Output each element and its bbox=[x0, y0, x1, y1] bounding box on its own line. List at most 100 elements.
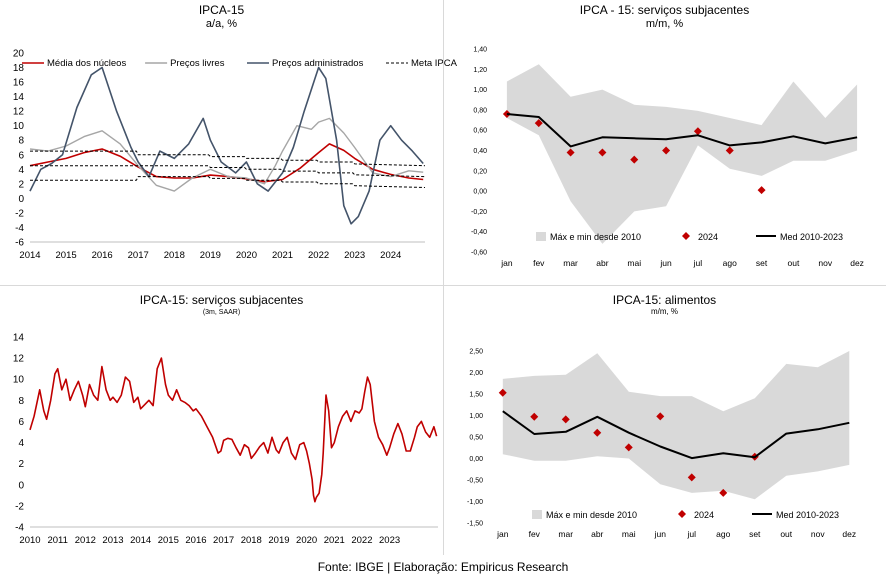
x-tick-label: 2010 bbox=[19, 535, 40, 546]
x-tick-label: abr bbox=[591, 529, 603, 539]
y-tick-label: 0 bbox=[18, 480, 24, 491]
x-tick-label: 2023 bbox=[344, 250, 365, 261]
y-tick-label: 0,50 bbox=[469, 435, 483, 442]
median-line bbox=[506, 113, 858, 148]
legend-swatch bbox=[536, 232, 546, 241]
x-tick-label: out bbox=[780, 529, 792, 539]
divider-horizontal bbox=[0, 285, 886, 286]
x-tick-label: 2011 bbox=[47, 535, 67, 546]
series-line-1 bbox=[29, 117, 424, 192]
chart-subtitle: a/a, % bbox=[205, 18, 238, 30]
point-2024 bbox=[561, 415, 570, 424]
y-tick-label: 0,60 bbox=[473, 128, 487, 135]
point-2024 bbox=[593, 428, 602, 437]
legend-label: Meta IPCA bbox=[411, 58, 458, 69]
legend-label: Preços administrados bbox=[272, 58, 364, 69]
y-tick-label: 8 bbox=[18, 396, 24, 407]
x-tick-label: jan bbox=[500, 258, 513, 268]
x-tick-label: 2018 bbox=[164, 250, 185, 261]
chart-canvas: -0,60 -0,40 -0,20 0,00 0,20 0,40 0,60 0,80 1,00 1… bbox=[471, 47, 864, 269]
x-tick-label: 2016 bbox=[185, 535, 206, 546]
chart-subtitle: (3m, SAAR) bbox=[202, 309, 241, 316]
chart-title: IPCA-15: serviços subjacentes bbox=[139, 293, 304, 307]
y-tick-label: 10 bbox=[13, 121, 25, 132]
x-tick-label: jul bbox=[686, 529, 696, 539]
x-tick-label: 2024 bbox=[380, 250, 401, 261]
y-tick-label: -2 bbox=[15, 208, 24, 219]
y-tick-label: 12 bbox=[13, 354, 25, 365]
x-tick-label: 2013 bbox=[102, 535, 123, 546]
chart-services-saar: IPCA-15: serviços subjacentes (3m, SAAR)… bbox=[0, 285, 443, 555]
x-tick-label: jun bbox=[654, 529, 667, 539]
legend-swatch bbox=[678, 510, 686, 518]
x-tick-label: set bbox=[749, 529, 761, 539]
x-tick-label: 2017 bbox=[213, 535, 234, 546]
x-tick-label: 2015 bbox=[158, 535, 179, 546]
x-tick-label: 2021 bbox=[324, 535, 345, 546]
y-tick-label: -0,20 bbox=[471, 209, 487, 216]
chart-subtitle: m/m, % bbox=[650, 307, 679, 316]
x-tick-label: 2019 bbox=[268, 535, 289, 546]
x-tick-label: 2017 bbox=[128, 250, 149, 261]
y-tick-label: 10 bbox=[13, 375, 25, 386]
legend-swatch bbox=[682, 232, 690, 240]
y-tick-label: 8 bbox=[18, 136, 24, 147]
x-tick-label: jun bbox=[659, 258, 672, 268]
x-tick-label: mar bbox=[558, 529, 573, 539]
y-tick-label: 1,20 bbox=[473, 67, 487, 74]
chart-canvas: -4 -2 0 2 4 6 8 10 12 14 2010 2011 2012 2013 2014 2015 2… bbox=[13, 333, 438, 546]
x-tick-label: dez bbox=[850, 258, 864, 268]
y-tick-label: 4 bbox=[18, 438, 24, 449]
y-tick-label: 2,50 bbox=[469, 349, 483, 356]
chart-ipca15-yoy: IPCA-15 a/a, % -6 -4 -2 0 2 4 6 8 10 12 14 16 18 20 20… bbox=[0, 0, 458, 285]
x-tick-label: mai bbox=[622, 529, 636, 539]
y-tick-label: -0,60 bbox=[471, 250, 487, 257]
x-tick-label: out bbox=[788, 258, 800, 268]
y-tick-label: 1,00 bbox=[469, 413, 483, 420]
point-2024 bbox=[630, 155, 639, 164]
y-tick-label: 2,00 bbox=[469, 370, 483, 377]
x-tick-label: mar bbox=[563, 258, 578, 268]
x-tick-label: jan bbox=[496, 529, 509, 539]
legend-label: Máx e min desde 2010 bbox=[550, 232, 641, 242]
point-2024 bbox=[725, 146, 734, 155]
y-tick-label: 0,20 bbox=[473, 168, 487, 175]
point-2024 bbox=[598, 148, 607, 157]
chart-food-mom: IPCA-15: alimentos m/m, % -1,50 -1,00 -0,5… bbox=[443, 285, 886, 555]
y-tick-label: -4 bbox=[15, 223, 24, 234]
y-tick-label: -1,00 bbox=[467, 499, 483, 506]
y-tick-label: 12 bbox=[13, 107, 25, 118]
y-tick-label: -0,40 bbox=[471, 229, 487, 236]
band-max-min-area bbox=[506, 64, 858, 244]
chart-canvas: -1,50 -1,00 -0,50 0,00 0,50 1,00 1,50 2,00 2,50 j… bbox=[467, 349, 856, 540]
point-2024 bbox=[566, 148, 575, 157]
point-2024 bbox=[530, 412, 539, 421]
legend-label: Med 2010-2023 bbox=[776, 510, 839, 520]
y-tick-label: 1,40 bbox=[473, 47, 487, 54]
chart-subtitle: m/m, % bbox=[645, 18, 684, 30]
x-tick-label: 2018 bbox=[241, 535, 262, 546]
source-note: Fonte: IBGE | Elaboração: Empiricus Rese… bbox=[317, 560, 569, 574]
x-tick-label: jul bbox=[693, 258, 703, 268]
point-2024 bbox=[656, 412, 665, 421]
series-line-2 bbox=[29, 66, 424, 225]
x-tick-label: ago bbox=[723, 258, 737, 268]
x-tick-label: 2012 bbox=[75, 535, 96, 546]
point-2024 bbox=[757, 186, 766, 195]
y-tick-label: 20 bbox=[13, 49, 25, 60]
point-2024 bbox=[687, 473, 696, 482]
point-2024 bbox=[624, 443, 633, 452]
chart-title: IPCA-15 bbox=[198, 3, 245, 17]
x-tick-label: dez bbox=[842, 529, 856, 539]
y-tick-label: 4 bbox=[18, 165, 24, 176]
y-tick-label: 6 bbox=[18, 150, 24, 161]
y-tick-label: 14 bbox=[13, 92, 25, 103]
point-2024 bbox=[693, 127, 702, 136]
chart-canvas: -6 -4 -2 0 2 4 6 8 10 12 14 16 18 20 2014 2015 2016 2017 2… bbox=[13, 49, 458, 262]
y-tick-label: 1,50 bbox=[469, 392, 483, 399]
point-2024 bbox=[719, 488, 728, 497]
x-tick-label: nov bbox=[818, 258, 832, 268]
x-tick-label: 2014 bbox=[130, 535, 151, 546]
x-tick-label: ago bbox=[716, 529, 730, 539]
x-tick-label: 2022 bbox=[351, 535, 372, 546]
